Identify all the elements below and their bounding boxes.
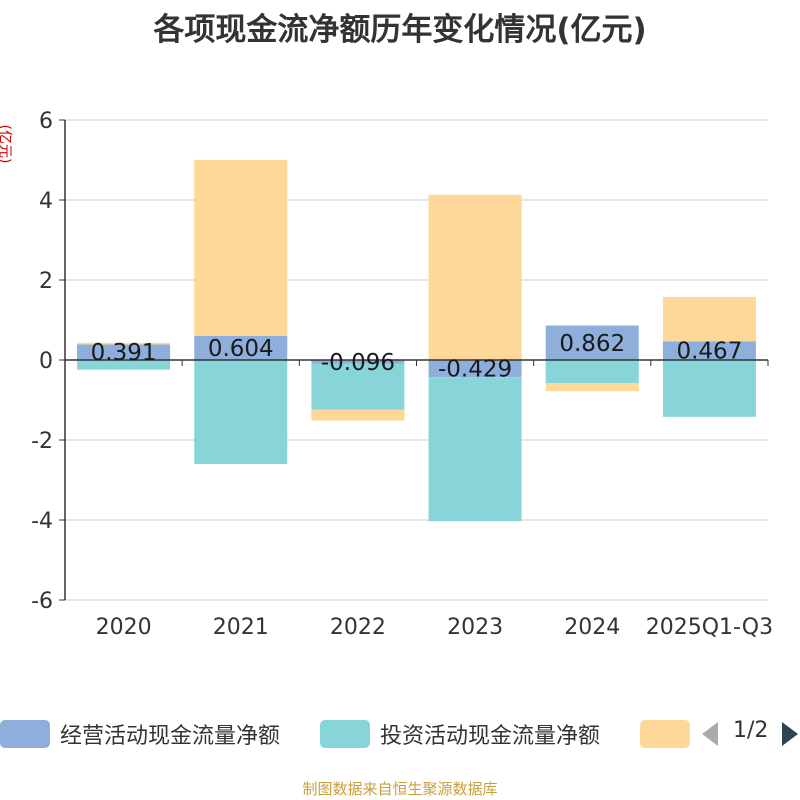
bar-series0-2024 [545,325,639,360]
legend-page-indicator: 1/2 [733,718,769,743]
data-label: -0.096 [321,350,395,376]
source-note: 制图数据来自恒生聚源数据库 [302,780,498,798]
bars [77,159,756,522]
y-tick-label: 2 [39,269,53,294]
x-tick-label: 2021 [213,615,269,640]
data-label: -0.429 [438,357,512,383]
y-tick-label: -6 [31,589,53,614]
bar-series0-2022 [311,360,405,364]
bar-series2-2024 [545,383,639,392]
x-tick-label: 2023 [447,615,503,640]
y-tick-label: 4 [39,189,53,214]
x-tick-label: 2022 [330,615,386,640]
bar-series1-2025Q1-Q3 [662,360,756,417]
chart-title: 各项现金流净额历年变化情况(亿元) [153,12,647,48]
axes: 6 4 2 0 -2 -4 -6 2020 2021 2022 2023 2024 2025Q1-Q3 [31,109,773,640]
data-label: 0.604 [208,336,274,362]
bar-series2-2022 [311,409,405,421]
bar-series1-2021 [194,360,288,464]
legend-swatch-investing [320,720,370,748]
bar-series0-2025Q1-Q3 [662,341,756,360]
legend-label-investing: 投资活动现金流量净额 [380,724,601,749]
y-tick-label: -4 [31,509,53,534]
legend-label-operating: 经营活动现金流量净额 [60,724,281,749]
bar-series0-2023 [428,360,522,378]
y-tick-label: -2 [31,429,53,454]
bar-series2-2025Q1-Q3 [662,296,756,342]
data-label: 0.862 [559,331,625,357]
bar-series1-2022 [311,363,405,410]
legend-swatch-financing [640,720,690,748]
x-tick-label: 2024 [564,615,620,640]
legend-swatch-operating [0,720,50,748]
legend-next-page-icon[interactable] [782,722,798,746]
bar-series2-2023 [428,194,522,360]
bar-series2-2020 [77,342,171,345]
bar-series0-2020 [77,344,171,360]
data-label: 0.391 [91,340,157,366]
legend: 经营活动现金流量净额 投资活动现金流量净额 1/2 [0,716,800,752]
x-tick-label: 2025Q1-Q3 [646,615,773,640]
y-tick-label: 6 [39,109,53,134]
bar-series0-2021 [194,335,288,360]
bar-series1-2020 [77,360,171,370]
bar-series1-2023 [428,377,522,522]
y-tick-label: 0 [39,349,53,374]
bar-series2-2021 [194,159,288,336]
data-label: 0.467 [676,339,742,365]
legend-prev-page-icon[interactable] [702,722,718,746]
bar-series1-2024 [545,360,639,384]
x-tick-label: 2020 [96,615,152,640]
grid-lines [65,119,768,601]
data-labels: 0.391 0.604 -0.096 -0.429 0.862 0.467 [91,331,743,383]
